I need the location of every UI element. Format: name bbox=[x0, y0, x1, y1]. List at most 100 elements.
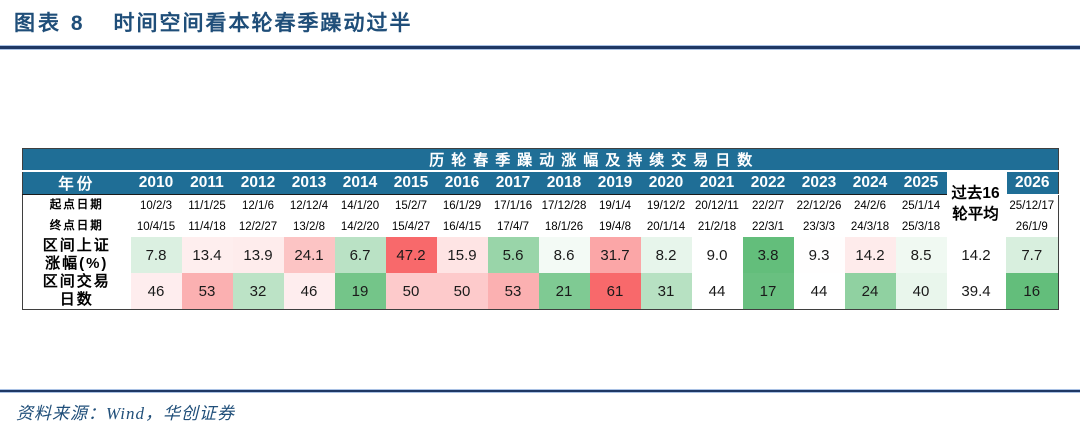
cell-days: 53 bbox=[487, 273, 539, 310]
col-header-year: 2013 bbox=[283, 171, 335, 195]
row-label-gain_pct: 区间上证 涨幅(%) bbox=[22, 237, 131, 273]
cell-days-current: 16 bbox=[1005, 273, 1059, 310]
cell-end_date: 20/1/14 bbox=[640, 216, 692, 237]
col-header-year-current: 2026 bbox=[1004, 171, 1059, 195]
cell-end_date: 19/4/8 bbox=[589, 216, 641, 237]
cell-end_date: 22/3/1 bbox=[742, 216, 794, 237]
cell-start_date: 17/12/28 bbox=[538, 194, 590, 216]
col-header-year: 2011 bbox=[181, 171, 233, 195]
cell-gain_pct: 13.4 bbox=[181, 237, 233, 273]
cell-gain_pct: 13.9 bbox=[232, 237, 284, 273]
cell-days: 31 bbox=[640, 273, 692, 310]
cell-days: 24 bbox=[844, 273, 896, 310]
cell-days: 53 bbox=[181, 273, 233, 310]
col-header-year: 2022 bbox=[742, 171, 794, 195]
col-header-average: 过去16 轮平均 bbox=[946, 171, 1006, 237]
cell-start_date: 11/1/25 bbox=[181, 194, 233, 216]
cell-end_date: 13/2/8 bbox=[283, 216, 335, 237]
cell-start_date-current: 25/12/17 bbox=[1005, 194, 1059, 216]
cell-gain_pct: 3.8 bbox=[742, 237, 794, 273]
cell-days: 17 bbox=[742, 273, 794, 310]
cell-start_date: 22/12/26 bbox=[793, 194, 845, 216]
cell-end_date: 14/2/20 bbox=[334, 216, 386, 237]
table-row-days: 区间交易 日数 46 53 32 46 19 50 50 53 21 61 31 44 17 44 24 40 3… bbox=[22, 273, 1059, 310]
cell-days-average: 39.4 bbox=[946, 273, 1006, 310]
cell-start_date: 19/12/2 bbox=[640, 194, 692, 216]
figure-header: 图表 8 时间空间看本轮春季躁动过半 bbox=[14, 7, 413, 37]
cell-start_date: 12/12/4 bbox=[283, 194, 335, 216]
col-header-year: 2012 bbox=[232, 171, 284, 195]
cell-end_date-current: 26/1/9 bbox=[1005, 216, 1059, 237]
cell-gain_pct: 8.5 bbox=[895, 237, 947, 273]
col-header-year: 2010 bbox=[130, 171, 182, 195]
cell-days: 50 bbox=[385, 273, 437, 310]
table-title: 历轮春季躁动涨幅及持续交易日数 bbox=[130, 148, 1059, 172]
cell-gain_pct: 8.2 bbox=[640, 237, 692, 273]
cell-days: 46 bbox=[283, 273, 335, 310]
cell-end_date: 15/4/27 bbox=[385, 216, 437, 237]
col-header-year: 2019 bbox=[589, 171, 641, 195]
col-header-year: 2015 bbox=[385, 171, 437, 195]
col-header-year: 2014 bbox=[334, 171, 386, 195]
cell-start_date: 15/2/7 bbox=[385, 194, 437, 216]
cell-end_date: 23/3/3 bbox=[793, 216, 845, 237]
figure-title: 时间空间看本轮春季躁动过半 bbox=[113, 12, 413, 35]
cell-end_date: 16/4/15 bbox=[436, 216, 488, 237]
col-header-year: 2017 bbox=[487, 171, 539, 195]
cell-gain_pct: 5.6 bbox=[487, 237, 539, 273]
cell-gain_pct: 31.7 bbox=[589, 237, 641, 273]
cell-end_date: 21/2/18 bbox=[691, 216, 743, 237]
col-header-year: 2025 bbox=[895, 171, 947, 195]
cell-end_date: 17/4/7 bbox=[487, 216, 539, 237]
cell-gain_pct-current: 7.7 bbox=[1005, 237, 1059, 273]
source-divider bbox=[0, 389, 1080, 393]
cell-start_date: 16/1/29 bbox=[436, 194, 488, 216]
cell-gain_pct: 47.2 bbox=[385, 237, 437, 273]
col-header-year: 2023 bbox=[793, 171, 845, 195]
cell-start_date: 19/1/4 bbox=[589, 194, 641, 216]
cell-gain_pct: 9.0 bbox=[691, 237, 743, 273]
cell-end_date: 25/3/18 bbox=[895, 216, 947, 237]
cell-gain_pct: 15.9 bbox=[436, 237, 488, 273]
cell-days: 40 bbox=[895, 273, 947, 310]
cell-start_date: 25/1/14 bbox=[895, 194, 947, 216]
col-header-year: 2024 bbox=[844, 171, 896, 195]
row-label-start_date: 起点日期 bbox=[22, 194, 131, 216]
cell-gain_pct: 24.1 bbox=[283, 237, 335, 273]
col-header-year-label: 年份 bbox=[22, 171, 131, 195]
cell-end_date: 24/3/18 bbox=[844, 216, 896, 237]
table-title-row: 历轮春季躁动涨幅及持续交易日数 bbox=[22, 148, 1059, 172]
cell-gain_pct: 6.7 bbox=[334, 237, 386, 273]
cell-start_date: 24/2/6 bbox=[844, 194, 896, 216]
cell-end_date: 18/1/26 bbox=[538, 216, 590, 237]
cell-start_date: 14/1/20 bbox=[334, 194, 386, 216]
cell-start_date: 17/1/16 bbox=[487, 194, 539, 216]
table-title-spacer bbox=[22, 148, 131, 172]
cell-days: 61 bbox=[589, 273, 641, 310]
cell-days: 50 bbox=[436, 273, 488, 310]
cell-end_date: 11/4/18 bbox=[181, 216, 233, 237]
cell-gain_pct: 7.8 bbox=[130, 237, 182, 273]
cell-days: 21 bbox=[538, 273, 590, 310]
cell-start_date: 10/2/3 bbox=[130, 194, 182, 216]
cell-gain_pct: 8.6 bbox=[538, 237, 590, 273]
col-header-year: 2018 bbox=[538, 171, 590, 195]
table-row-end_date: 终点日期 10/4/15 11/4/18 12/2/27 13/2/8 14/2/20 15… bbox=[22, 216, 1059, 237]
heat-table: 历轮春季躁动涨幅及持续交易日数 年份 2010 2011 2012 2013 2014 20… bbox=[22, 148, 1060, 310]
cell-days: 44 bbox=[691, 273, 743, 310]
source-note: 资料来源：Wind，华创证券 bbox=[16, 404, 235, 423]
table-row-gain_pct: 区间上证 涨幅(%) 7.8 13.4 13.9 24.1 6.7 47.2 15.9 5.6 8… bbox=[22, 237, 1059, 273]
cell-start_date: 20/12/11 bbox=[691, 194, 743, 216]
cell-end_date: 10/4/15 bbox=[130, 216, 182, 237]
row-label-end_date: 终点日期 bbox=[22, 216, 131, 237]
cell-gain_pct: 9.3 bbox=[793, 237, 845, 273]
table-row-start_date: 起点日期 10/2/3 11/1/25 12/1/6 12/12/4 14/1/20 15/… bbox=[22, 194, 1059, 216]
cell-gain_pct-average: 14.2 bbox=[946, 237, 1006, 273]
title-divider bbox=[0, 45, 1080, 50]
figure-label: 图表 8 bbox=[14, 12, 86, 35]
year-header-row: 年份 2010 2011 2012 2013 2014 2015 2016 2017 2018 20… bbox=[22, 171, 1059, 237]
cell-days: 44 bbox=[793, 273, 845, 310]
col-header-year: 2021 bbox=[691, 171, 743, 195]
cell-start_date: 22/2/7 bbox=[742, 194, 794, 216]
cell-days: 32 bbox=[232, 273, 284, 310]
